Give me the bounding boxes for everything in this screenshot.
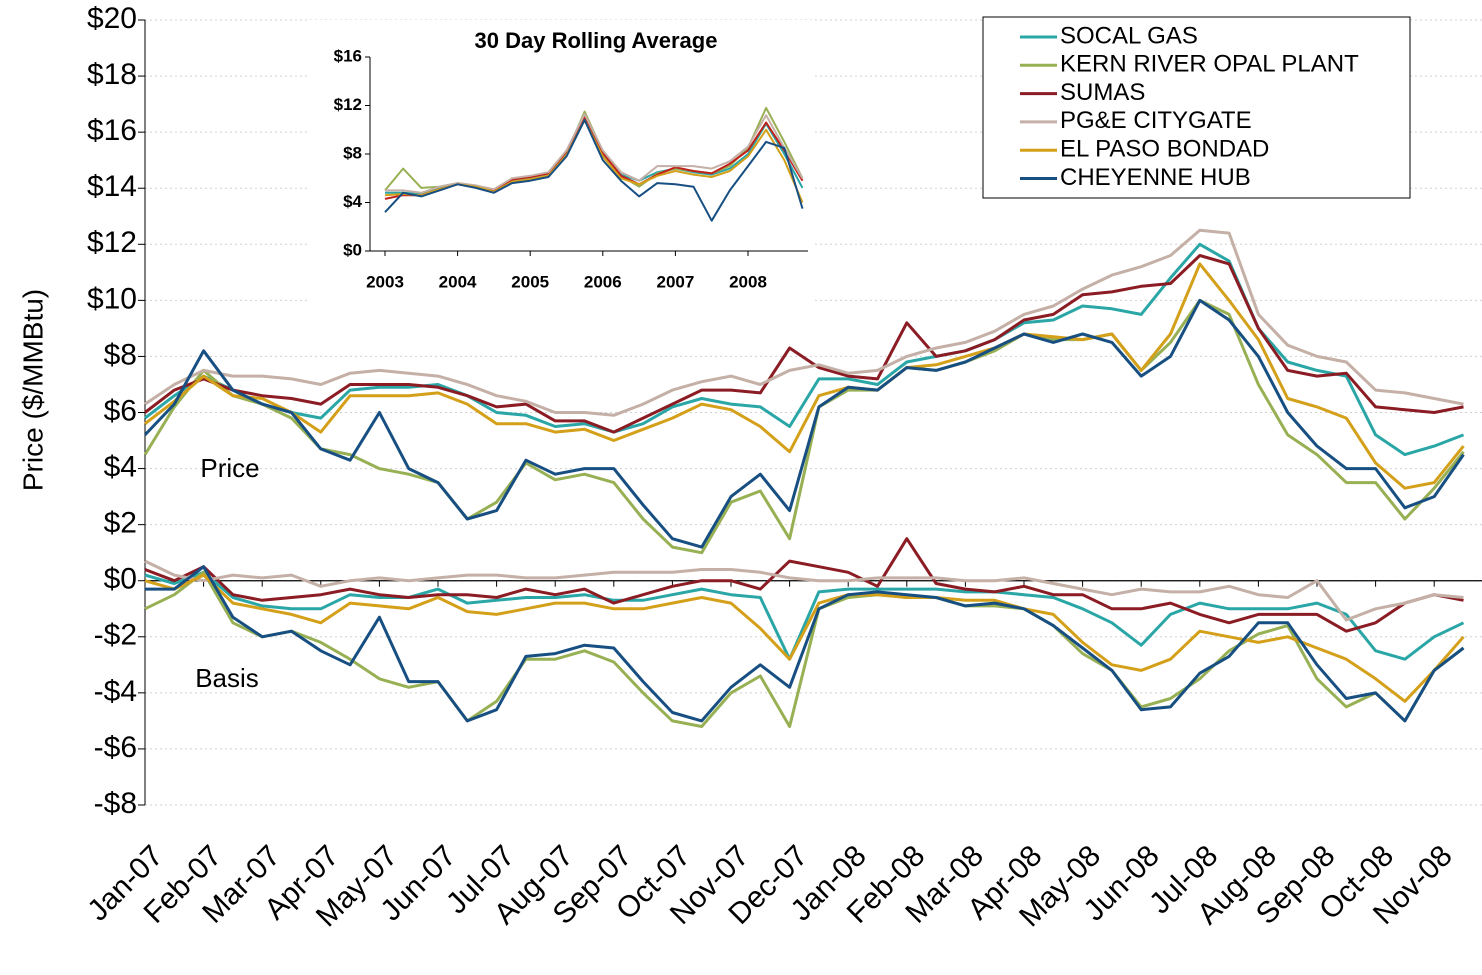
series-line bbox=[384, 119, 804, 222]
y-tick-label: $4 bbox=[343, 192, 362, 211]
y-tick-label: -$8 bbox=[94, 787, 137, 820]
y-tick-label: -$2 bbox=[94, 619, 137, 652]
series-line bbox=[144, 262, 1465, 490]
y-tick-label: $18 bbox=[87, 58, 137, 91]
x-tick-label: 2008 bbox=[729, 272, 767, 291]
x-tick-label: 2004 bbox=[439, 272, 477, 291]
y-tick-label: $16 bbox=[334, 46, 362, 65]
legend-label: PG&E CITYGATE bbox=[1060, 107, 1252, 134]
series-line bbox=[144, 570, 1465, 728]
y-tick-label: $12 bbox=[334, 95, 362, 114]
y-tick-label: $20 bbox=[87, 2, 137, 35]
inset-title: 30 Day Rolling Average bbox=[475, 28, 718, 53]
y-tick-label: $0 bbox=[343, 240, 362, 259]
y-tick-label: $2 bbox=[104, 507, 137, 540]
y-tick-label: -$6 bbox=[94, 731, 137, 764]
y-axis-label: Price ($/MMBtu) bbox=[17, 289, 48, 491]
y-tick-label: $8 bbox=[343, 143, 362, 162]
annotation: Basis bbox=[195, 663, 259, 693]
y-tick-label: $12 bbox=[87, 226, 137, 259]
y-tick-label: $6 bbox=[104, 394, 137, 427]
series-line bbox=[143, 298, 1465, 555]
y-tick-label: $16 bbox=[87, 114, 137, 147]
inset-chart: 30 Day Rolling Average $0 $4 $8 $12 $16 2003 20… bbox=[334, 28, 808, 291]
annotation: Price bbox=[200, 453, 259, 483]
x-tick-label: 2006 bbox=[584, 272, 622, 291]
legend-box bbox=[982, 16, 1411, 199]
series-line bbox=[145, 565, 1465, 723]
series-line bbox=[144, 228, 1464, 417]
x-tick-label: 2005 bbox=[511, 272, 549, 291]
y-tick-label: -$4 bbox=[94, 675, 137, 708]
series-line bbox=[144, 559, 1464, 622]
y-tick-label: $8 bbox=[104, 338, 137, 371]
y-tick-label: $10 bbox=[87, 282, 137, 315]
legend-label: KERN RIVER OPAL PLANT bbox=[1060, 51, 1359, 78]
y-tick-label: $0 bbox=[104, 563, 137, 596]
series-line bbox=[385, 113, 804, 194]
legend-label: EL PASO BONDAD bbox=[1060, 136, 1269, 163]
series-line bbox=[143, 298, 1465, 549]
x-tick-label: 2003 bbox=[366, 272, 404, 291]
series-line bbox=[144, 537, 1464, 633]
y-tick-label: $14 bbox=[87, 170, 137, 203]
legend-label: CHEYENNE HUB bbox=[1060, 164, 1251, 191]
legend-label: SOCAL GAS bbox=[1060, 22, 1198, 49]
x-tick-label: 2007 bbox=[656, 272, 694, 291]
series-line bbox=[144, 570, 1465, 661]
legend-label: SUMAS bbox=[1060, 79, 1145, 106]
y-tick-label: $4 bbox=[104, 450, 137, 483]
series-line bbox=[144, 254, 1464, 434]
